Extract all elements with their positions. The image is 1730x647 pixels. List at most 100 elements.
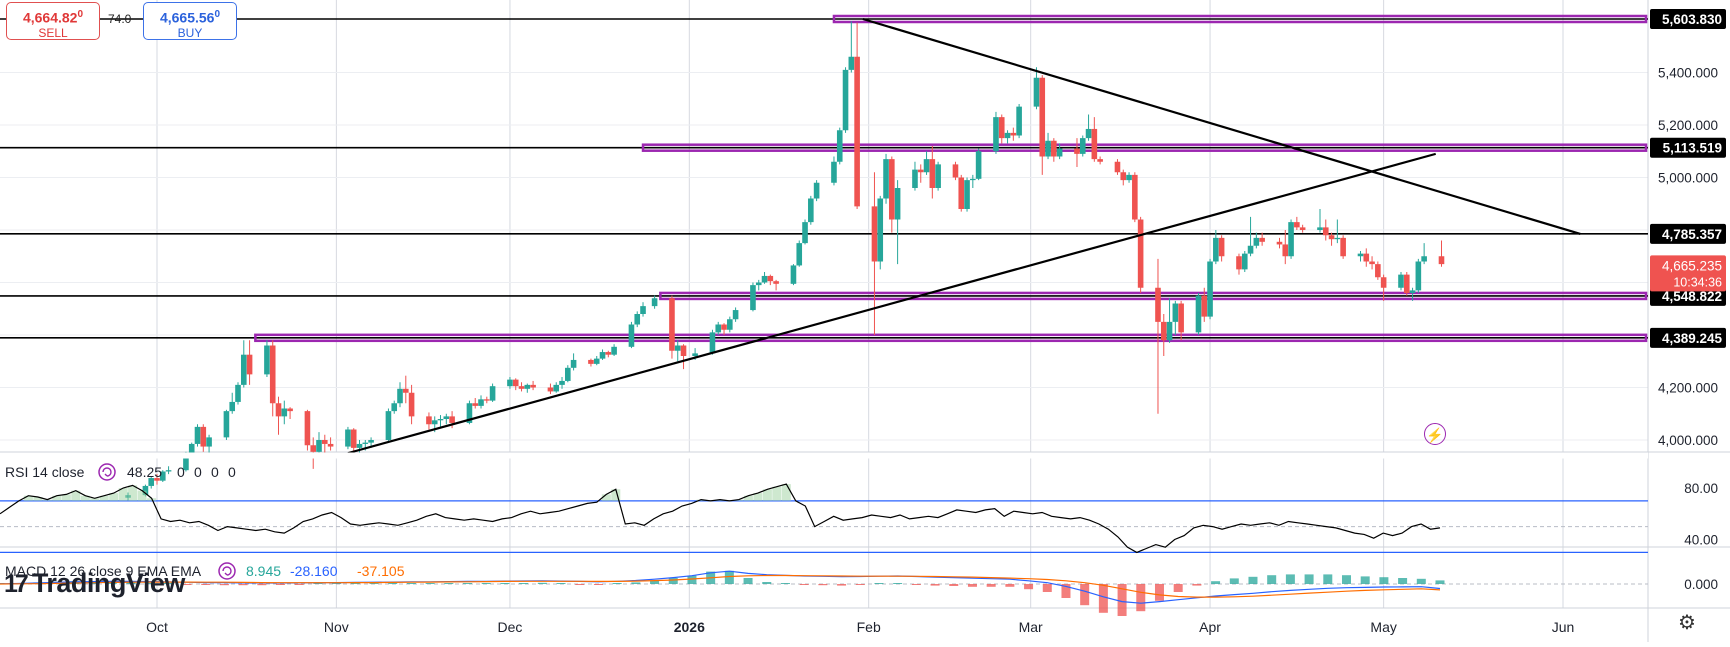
candle-body (1253, 237, 1260, 246)
candle-body (362, 442, 369, 444)
macd-histogram-bar (238, 584, 248, 586)
x-tick-label: Jun (1552, 619, 1575, 635)
candle (813, 180, 820, 202)
candle (402, 375, 409, 404)
macd-histogram-bar (425, 583, 435, 584)
candle-body (385, 411, 392, 440)
candle (1114, 159, 1121, 175)
candle (836, 127, 843, 165)
horizontal-levels (0, 18, 1648, 339)
macd-histogram-bar (1304, 574, 1314, 584)
candle (1438, 240, 1445, 267)
candle-body (836, 130, 843, 162)
macd-value: 8.945 (246, 563, 281, 579)
candle (1357, 251, 1364, 262)
candle (796, 240, 803, 267)
candle (159, 470, 166, 482)
candle-body (871, 206, 878, 262)
candle-body (229, 401, 236, 412)
candle-body (530, 384, 536, 388)
candle (1340, 235, 1346, 259)
candle (1051, 138, 1057, 162)
candle-body (1340, 237, 1346, 257)
candle (165, 466, 172, 475)
candle-body (842, 69, 849, 131)
candle (1380, 274, 1387, 301)
candle (518, 382, 525, 392)
buy-label: BUY (177, 25, 203, 40)
candle (240, 340, 247, 388)
sell-button[interactable]: 4,664.820 SELL (6, 2, 100, 40)
candle (970, 174, 976, 188)
macd-histogram-bar (668, 578, 678, 584)
candle (680, 344, 687, 370)
candle-body (628, 324, 635, 347)
candle (246, 340, 253, 385)
macd-histogram-bar (1360, 576, 1370, 584)
candle (1074, 138, 1080, 167)
candle-body (443, 416, 450, 419)
candle-body (275, 403, 282, 417)
candle (281, 400, 288, 425)
candle-body (1201, 295, 1208, 317)
candle-body (281, 408, 288, 417)
x-tick-label: Oct (146, 619, 168, 635)
macd-histogram-bar (612, 583, 622, 584)
candle (1328, 232, 1335, 246)
gear-icon[interactable]: ⚙ (1678, 612, 1696, 634)
candle (1363, 248, 1370, 267)
flash-icon[interactable]: ⚡ (1424, 423, 1446, 445)
rsi-extra-value: 0 (228, 464, 236, 480)
candle-body (1056, 148, 1063, 157)
candle-body (350, 429, 357, 448)
x-tick-label: May (1370, 619, 1396, 635)
candle (345, 426, 351, 450)
level-price-label: 5,113.519 (1650, 137, 1726, 158)
macd-histogram-bar (1042, 584, 1052, 592)
candle-body (484, 399, 490, 401)
candle-body (437, 419, 444, 421)
candle-body (1155, 287, 1161, 322)
candle-body (269, 345, 276, 404)
macd-histogram-bar (1211, 581, 1221, 584)
candle (842, 67, 849, 133)
y-tick-label: 4,000.000 (1658, 433, 1718, 448)
rsi-overbought-fill (23, 484, 791, 501)
macd-pane: 0.000 MACD 12 26 close 9 EMA EMA 8.945 -28.… (0, 562, 1718, 616)
candle-body (547, 387, 554, 392)
macd-histogram-bar (967, 584, 977, 587)
candle-body (159, 471, 166, 481)
last-price-label-bg (1650, 255, 1726, 292)
buy-button[interactable]: 4,665.560 BUY (143, 2, 237, 40)
candle-body (715, 324, 722, 333)
candle-body (674, 345, 681, 351)
candle-body (1091, 128, 1098, 160)
x-tick-label: Nov (324, 619, 349, 635)
candle (397, 382, 403, 408)
candle-body (1288, 222, 1294, 257)
macd-histogram-bar (163, 583, 173, 584)
macd-histogram (0, 570, 1445, 616)
candle (588, 358, 594, 367)
candle (472, 398, 479, 409)
candle-body (935, 164, 941, 188)
candle (223, 409, 230, 440)
candle-body (1016, 106, 1022, 136)
macd-histogram-bar (1173, 584, 1183, 592)
candle (269, 340, 276, 417)
trendline (347, 152, 1436, 455)
macd-histogram-bar (369, 583, 379, 584)
candle (1056, 143, 1063, 160)
candle-body (154, 478, 160, 481)
macd-histogram-bar (1154, 584, 1164, 601)
candle (327, 437, 334, 451)
candle-body (767, 275, 774, 282)
candle-body (1074, 148, 1080, 154)
candle (894, 180, 901, 265)
candle (385, 408, 392, 442)
candle-body (802, 222, 808, 244)
candle (321, 434, 328, 455)
candle (1213, 230, 1219, 265)
macd-histogram-bar (930, 584, 940, 586)
